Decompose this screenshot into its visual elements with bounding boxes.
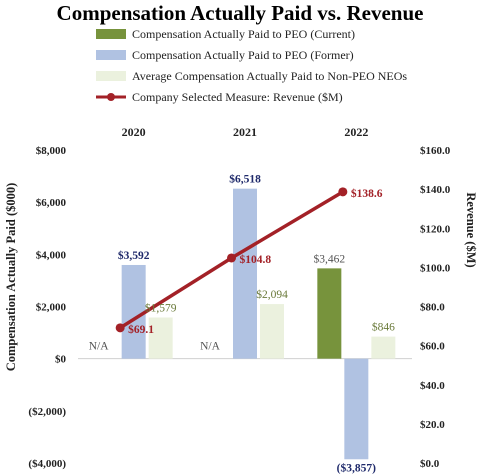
- bar-series-1: [317, 268, 342, 359]
- data-label-na: N/A: [200, 341, 221, 353]
- revenue-line: [115, 187, 348, 333]
- y2-tick-label: $120.0: [420, 223, 451, 235]
- bar-series-3: [148, 317, 173, 359]
- y2-tick-label: $20.0: [420, 419, 445, 431]
- axes: $8,000 $6,000 $4,000 $2,000 $0 ($2,000) ($4,00…: [28, 125, 450, 470]
- legend-label-2: Compensation Actually Paid to PEO (Forme…: [132, 48, 354, 62]
- y2-tick-label: $80.0: [420, 302, 445, 314]
- y2-tick-label: $40.0: [420, 380, 445, 392]
- bar-series-2: [344, 358, 369, 460]
- y-tick-label: $6,000: [36, 197, 67, 209]
- bars: [121, 188, 396, 460]
- y-tick-label: $2,000: [36, 302, 67, 314]
- y-tick-label: ($4,000): [28, 458, 66, 470]
- revenue-label: $138.6: [351, 187, 383, 200]
- revenue-point: [338, 187, 348, 197]
- data-label-series-3: $846: [372, 321, 395, 334]
- y2-tick-label: $160.0: [420, 145, 451, 157]
- y2-axis-title: Revenue ($M): [464, 192, 478, 267]
- category-label: 2021: [233, 125, 257, 139]
- data-label-na: N/A: [89, 341, 110, 353]
- y2-tick-label: $100.0: [420, 262, 451, 274]
- data-label-series-3: $2,094: [256, 288, 288, 301]
- data-label-series-2: $6,518: [229, 173, 261, 186]
- bar-series-3: [260, 304, 284, 359]
- y-tick-label: ($2,000): [28, 406, 66, 418]
- bar-series-3: [371, 336, 396, 359]
- legend-swatch-1: [96, 29, 126, 39]
- legend-label-4: Company Selected Measure: Revenue ($M): [132, 90, 343, 104]
- category-label: 2022: [344, 125, 368, 139]
- legend: Compensation Actually Paid to PEO (Curre…: [96, 27, 407, 104]
- revenue-point: [227, 253, 236, 263]
- category-label: 2020: [122, 125, 146, 139]
- bar-series-2: [121, 264, 146, 359]
- revenue-label: $69.1: [128, 323, 154, 336]
- legend-label-1: Compensation Actually Paid to PEO (Curre…: [132, 27, 355, 41]
- y-tick-label: $4,000: [36, 249, 67, 261]
- data-label-series-1: $3,462: [314, 252, 346, 265]
- data-labels: N/A N/A $3,462 $3,592 $6,518 ($3,857) $1,579 $2…: [89, 173, 395, 475]
- legend-label-3: Average Compensation Actually Paid to No…: [132, 69, 407, 83]
- revenue-point: [115, 323, 125, 333]
- y2-tick-label: $60.0: [420, 341, 445, 353]
- chart-title: Compensation Actually Paid vs. Revenue: [57, 1, 424, 25]
- data-label-series-2: ($3,857): [337, 461, 376, 474]
- revenue-label: $104.8: [240, 253, 272, 266]
- y2-tick-label: $0.0: [420, 458, 440, 470]
- data-label-series-3: $1,579: [145, 301, 177, 314]
- legend-swatch-2: [96, 50, 126, 60]
- legend-line-marker: [107, 93, 115, 101]
- bar-series-2: [233, 188, 257, 359]
- y-tick-label: $8,000: [36, 145, 67, 157]
- y-tick-label: $0: [55, 354, 67, 366]
- y2-tick-label: $140.0: [420, 184, 451, 196]
- legend-swatch-3: [96, 71, 126, 81]
- data-label-series-2: $3,592: [118, 249, 150, 262]
- y-axis-title: Compensation Actually Paid ($000): [4, 183, 18, 372]
